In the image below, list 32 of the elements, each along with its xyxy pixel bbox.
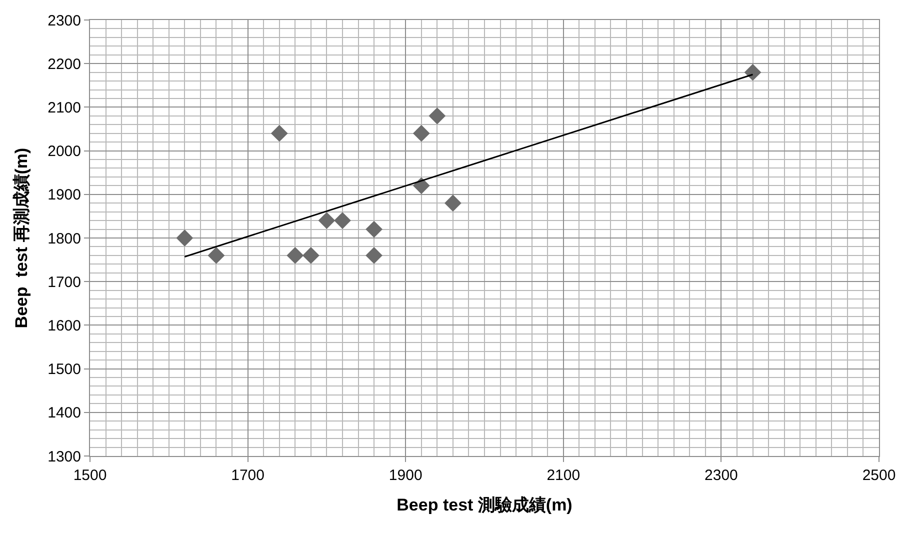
y-tick-label: 1800 [48, 230, 81, 248]
point [366, 246, 382, 264]
point [334, 212, 351, 230]
x-tick-label: 2500 [862, 467, 896, 484]
x-tick-label: 1500 [73, 467, 107, 484]
y-tick-label: 1900 [48, 186, 81, 204]
point [286, 246, 304, 264]
y-axis-title: Beep test 再測成績(m) [12, 148, 32, 328]
y-tick-label: 1400 [48, 404, 81, 422]
point [744, 64, 762, 81]
y-tick-label: 1300 [48, 448, 81, 466]
y-tick-label: 1600 [48, 317, 81, 334]
y-tick-label: 2300 [48, 12, 81, 30]
point [270, 124, 288, 142]
x-tick-label: 2300 [704, 467, 738, 484]
point [318, 212, 336, 230]
point [302, 246, 320, 264]
y-tick-label: 2100 [48, 99, 81, 116]
y-tick-label: 1500 [48, 361, 81, 378]
point [366, 220, 382, 238]
y-tick-label: 2000 [48, 143, 81, 160]
point [412, 124, 430, 142]
y-tick-label: 2200 [48, 56, 81, 73]
y-tick-label: 1700 [48, 274, 81, 291]
point [428, 107, 446, 124]
x-tick-label: 1700 [231, 467, 264, 484]
point [176, 230, 194, 246]
x-tick-label: 1900 [388, 467, 422, 484]
x-tick-label: 2100 [546, 467, 580, 484]
point [444, 194, 462, 212]
x-axis-title: Beep test 測驗成績(m) [396, 495, 572, 514]
point [208, 246, 225, 264]
